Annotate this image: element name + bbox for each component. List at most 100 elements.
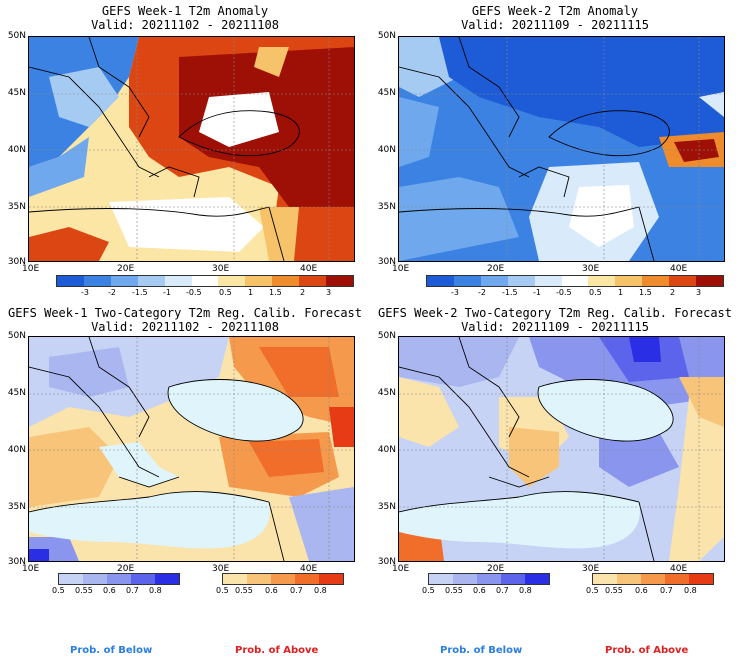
colorbar-label: -1 [163,288,171,297]
lon-label: 20E [487,564,505,574]
colorbar-label: -3 [81,288,89,297]
lon-label: 20E [117,264,135,274]
below-colorbar [58,573,180,585]
colorbar-label: 0.8 [684,586,697,595]
lat-label: 50N [377,31,396,41]
colorbar-label: 0.5 [219,288,232,297]
lat-label: 40N [7,145,26,155]
lat-label: 30N [7,257,26,267]
map-week1-anomaly [28,36,355,262]
map-week2-probability [398,336,725,562]
map-week1-probability [28,336,355,562]
colorbar-label: -3 [451,288,459,297]
lat-label: 40N [377,145,396,155]
colorbar-label: 0.7 [290,586,303,595]
lat-label: 40N [7,445,26,455]
colorbar-label: 1 [618,288,624,297]
lon-label: 10E [392,564,410,574]
panel-valid-date: Valid: 20211109 - 20211115 [461,320,649,334]
lon-label: 40E [300,264,318,274]
lon-label: 30E [212,264,230,274]
colorbar-label: 0.7 [126,586,139,595]
legend-prob-below: Prob. of Below [440,645,523,656]
colorbar-label: 0.55 [235,586,253,595]
lon-label: 40E [670,264,688,274]
lat-label: 50N [377,331,396,341]
colorbar-label: 0.6 [265,586,278,595]
colorbar-label: -2 [478,288,486,297]
lat-label: 35N [7,202,26,212]
lat-label: 45N [377,88,396,98]
colorbar-label: 1 [248,288,254,297]
panel-title: GEFS Week-2 Two-Category T2m Reg. Calib.… [377,306,732,320]
colorbar-label: 0.5 [52,586,65,595]
probability-field [399,337,724,561]
colorbar-label: 0.5 [216,586,229,595]
legend-prob-above: Prob. of Above [235,645,319,656]
lat-label: 50N [7,31,26,41]
colorbar-label: 1.5 [639,288,652,297]
colorbar-label: 0.6 [635,586,648,595]
lon-label: 20E [117,564,135,574]
anomaly-field [399,37,724,261]
colorbar-label: -0.5 [556,288,572,297]
colorbar-label: 0.5 [422,586,435,595]
lat-label: 40N [377,445,396,455]
lat-label: 30N [377,557,396,567]
panel-valid-date: Valid: 20211102 - 20211108 [91,320,279,334]
colorbar-label: 0.7 [496,586,509,595]
anomaly-field [29,37,354,261]
lat-label: 35N [7,502,26,512]
lon-label: 40E [300,564,318,574]
colorbar-label: -0.5 [186,288,202,297]
colorbar-label: 1.5 [269,288,282,297]
panel-title: GEFS Week-1 Two-Category T2m Reg. Calib.… [7,306,362,320]
colorbar-label: 0.8 [314,586,327,595]
colorbar-label: -1.5 [132,288,148,297]
legend-prob-above: Prob. of Above [605,645,689,656]
lat-label: 35N [377,502,396,512]
above-colorbar [592,573,714,585]
below-colorbar [428,573,550,585]
colorbar-label: 0.6 [103,586,116,595]
colorbar-label: -1.5 [502,288,518,297]
anomaly-colorbar [56,275,354,287]
colorbar-label: 0.55 [605,586,623,595]
lat-label: 45N [7,388,26,398]
probability-field [29,337,354,561]
colorbar-label: -2 [108,288,116,297]
colorbar-label: 3 [696,288,702,297]
lat-label: 30N [7,557,26,567]
lon-label: 40E [670,564,688,574]
lat-label: 50N [7,331,26,341]
lon-label: 30E [212,564,230,574]
map-week2-anomaly [398,36,725,262]
lat-label: 30N [377,257,396,267]
panel-week1-anomaly: GEFS Week-1 T2m Anomaly Valid: 20211102 … [0,0,370,300]
colorbar-label: 0.8 [519,586,532,595]
colorbar-label: -1 [533,288,541,297]
colorbar-label: 2 [300,288,306,297]
lon-label: 10E [22,564,40,574]
panel-title: GEFS Week-2 T2m Anomaly [471,4,639,18]
panel-title: GEFS Week-1 T2m Anomaly [101,4,269,18]
colorbar-label: 0.6 [473,586,486,595]
lon-label: 30E [582,264,600,274]
colorbar-label: 0.55 [75,586,93,595]
lon-label: 10E [22,264,40,274]
colorbar-label: 3 [326,288,332,297]
lon-label: 10E [392,264,410,274]
panel-valid-date: Valid: 20211102 - 20211108 [91,18,279,32]
panel-week1-probability: GEFS Week-1 Two-Category T2m Reg. Calib.… [0,302,370,602]
lat-label: 45N [377,388,396,398]
colorbar-label: 0.5 [589,288,602,297]
anomaly-colorbar [426,275,724,287]
panel-week2-anomaly: GEFS Week-2 T2m Anomaly Valid: 20211109 … [370,0,740,300]
lon-label: 20E [487,264,505,274]
lat-label: 45N [7,88,26,98]
lon-label: 30E [582,564,600,574]
colorbar-label: 0.55 [445,586,463,595]
colorbar-label: 0.8 [149,586,162,595]
colorbar-label: 0.7 [660,586,673,595]
colorbar-label: 2 [670,288,676,297]
